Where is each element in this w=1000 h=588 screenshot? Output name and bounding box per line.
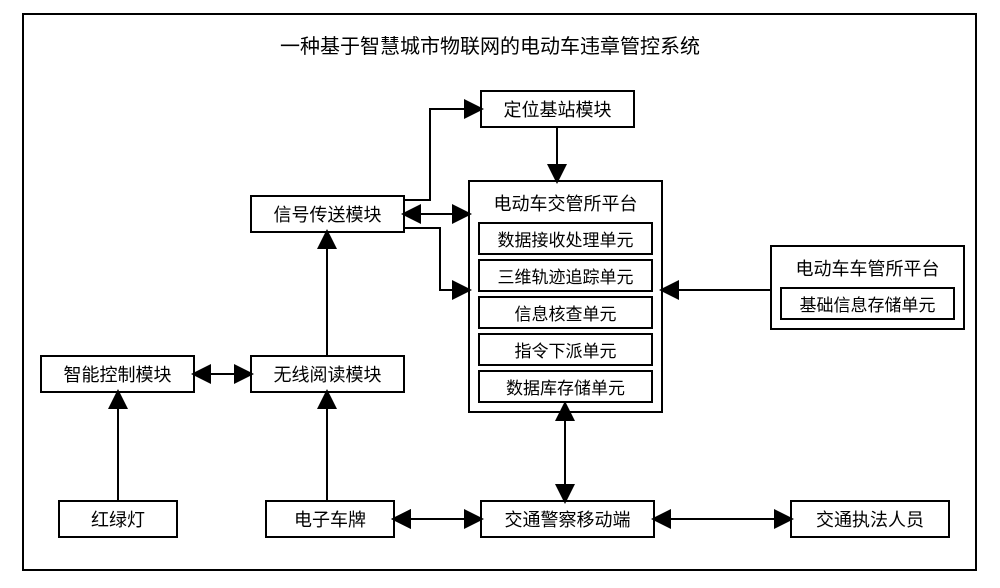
unit: 三维轨迹追踪单元	[478, 259, 653, 292]
vehicle-platform-title: 电动车车管所平台	[780, 255, 955, 281]
label: 交通执法人员	[816, 506, 924, 532]
diagram-title: 一种基于智慧城市物联网的电动车违章管控系统	[210, 30, 770, 59]
node-positioning-base: 定位基站模块	[480, 90, 635, 128]
node-enforcement: 交通执法人员	[790, 500, 950, 538]
unit: 指令下派单元	[478, 333, 653, 366]
unit: 基础信息存储单元	[780, 287, 955, 320]
node-wireless-read: 无线阅读模块	[250, 355, 405, 393]
label: 智能控制模块	[64, 361, 172, 387]
unit: 信息核查单元	[478, 296, 653, 329]
unit: 数据库存储单元	[478, 370, 653, 403]
traffic-platform: 电动车交管所平台 数据接收处理单元 三维轨迹追踪单元 信息核查单元 指令下派单元…	[468, 180, 663, 413]
label: 无线阅读模块	[274, 361, 382, 387]
node-police-mobile: 交通警察移动端	[480, 500, 655, 538]
traffic-platform-title: 电动车交管所平台	[478, 190, 653, 216]
node-e-plate: 电子车牌	[265, 500, 395, 538]
unit: 数据接收处理单元	[478, 222, 653, 255]
label: 交通警察移动端	[505, 506, 631, 532]
label: 电子车牌	[294, 506, 366, 532]
label: 信号传送模块	[274, 201, 382, 227]
vehicle-platform: 电动车车管所平台 基础信息存储单元	[770, 245, 965, 330]
node-signal-transmit: 信号传送模块	[250, 195, 405, 233]
node-traffic-light: 红绿灯	[58, 500, 178, 538]
label: 红绿灯	[91, 506, 145, 532]
label: 定位基站模块	[504, 96, 612, 122]
node-smart-control: 智能控制模块	[40, 355, 195, 393]
